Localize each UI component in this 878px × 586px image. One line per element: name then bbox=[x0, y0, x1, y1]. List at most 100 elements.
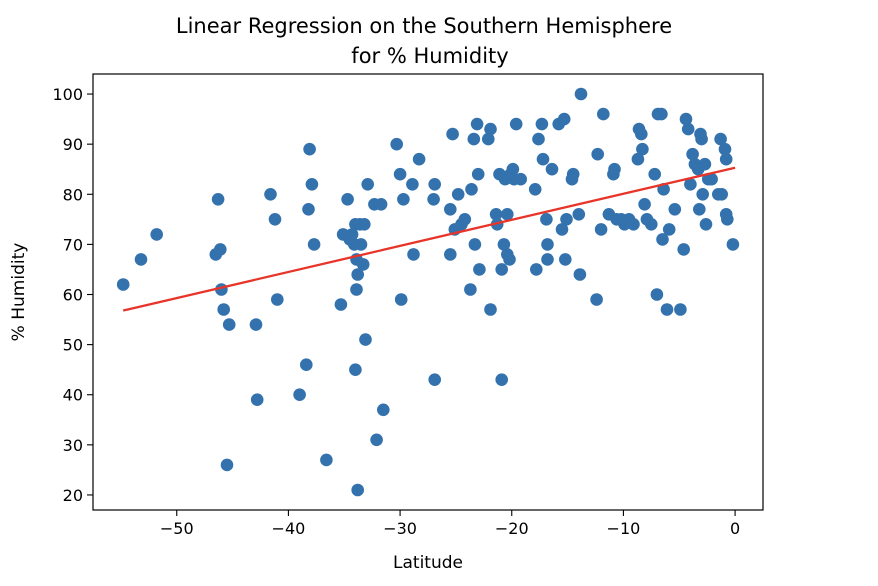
data-point-7 bbox=[217, 303, 230, 316]
data-point-64 bbox=[468, 238, 482, 251]
data-point-67 bbox=[473, 263, 486, 276]
data-point-82 bbox=[506, 162, 520, 176]
data-point-152 bbox=[718, 142, 732, 156]
data-point-78 bbox=[501, 208, 514, 221]
data-point-38 bbox=[359, 333, 372, 346]
x-tick-label: −10 bbox=[607, 519, 641, 538]
data-point-54 bbox=[444, 248, 457, 261]
data-point-19 bbox=[302, 203, 315, 216]
data-point-48 bbox=[406, 178, 419, 191]
data-point-86 bbox=[528, 183, 542, 196]
data-point-69 bbox=[484, 122, 497, 136]
data-point-106 bbox=[591, 147, 604, 161]
data-point-0 bbox=[116, 278, 130, 291]
data-point-51 bbox=[427, 193, 440, 206]
data-point-56 bbox=[446, 127, 459, 141]
data-point-94 bbox=[545, 162, 559, 176]
y-tick-label: 70 bbox=[63, 235, 83, 254]
data-point-145 bbox=[698, 157, 712, 171]
y-axis-label: % Humidity bbox=[9, 243, 29, 342]
data-point-49 bbox=[407, 248, 420, 261]
y-tick-label: 90 bbox=[63, 135, 83, 154]
data-point-45 bbox=[393, 167, 407, 181]
data-point-125 bbox=[650, 288, 664, 301]
data-point-68 bbox=[482, 132, 495, 146]
data-point-8 bbox=[222, 318, 236, 331]
data-point-121 bbox=[638, 198, 651, 211]
data-point-1 bbox=[134, 253, 148, 266]
data-point-107 bbox=[594, 223, 608, 236]
axis-ticks: −50 −40 −30 −20 −10 0 20 30 40 50 60 70 80 90 100 bbox=[52, 85, 740, 538]
data-point-123 bbox=[645, 218, 658, 231]
data-point-84 bbox=[509, 117, 523, 131]
data-point-65 bbox=[470, 117, 484, 131]
data-point-60 bbox=[458, 213, 472, 226]
data-point-32 bbox=[349, 363, 362, 377]
data-point-135 bbox=[679, 112, 693, 126]
data-point-58 bbox=[451, 188, 465, 201]
data-point-10 bbox=[249, 318, 263, 331]
data-point-136 bbox=[681, 122, 695, 136]
data-point-50 bbox=[412, 152, 426, 166]
data-point-41 bbox=[370, 433, 383, 447]
data-point-80 bbox=[503, 253, 516, 266]
data-point-52 bbox=[428, 178, 442, 191]
data-point-101 bbox=[566, 167, 580, 181]
axes-frame bbox=[92, 73, 764, 511]
data-point-74 bbox=[495, 263, 509, 276]
y-tick-label: 20 bbox=[63, 486, 83, 505]
x-tick-label: 0 bbox=[730, 519, 740, 538]
chart-title-line-2: for % Humidity bbox=[351, 44, 508, 68]
data-point-111 bbox=[608, 162, 621, 176]
data-point-104 bbox=[574, 87, 588, 101]
data-point-18 bbox=[305, 178, 319, 191]
data-point-36 bbox=[356, 258, 370, 271]
x-tick-label: −40 bbox=[272, 519, 306, 538]
chart-title-line-1: Linear Regression on the Southern Hemisp… bbox=[176, 14, 672, 38]
data-point-61 bbox=[464, 283, 477, 296]
data-point-150 bbox=[714, 132, 727, 146]
data-point-117 bbox=[631, 152, 645, 166]
data-point-96 bbox=[555, 223, 569, 236]
data-point-131 bbox=[662, 223, 676, 236]
x-axis-label: Latitude bbox=[393, 553, 463, 573]
data-point-134 bbox=[677, 243, 690, 256]
data-point-21 bbox=[320, 453, 333, 467]
data-point-88 bbox=[532, 132, 545, 146]
data-point-99 bbox=[560, 213, 573, 226]
data-point-63 bbox=[467, 132, 481, 146]
data-point-128 bbox=[656, 233, 669, 246]
data-point-133 bbox=[674, 303, 687, 316]
data-point-9 bbox=[220, 458, 234, 472]
data-point-39 bbox=[361, 178, 375, 191]
data-point-30 bbox=[351, 268, 365, 281]
data-point-44 bbox=[390, 137, 404, 151]
data-point-108 bbox=[597, 107, 610, 121]
data-point-143 bbox=[695, 132, 708, 146]
data-point-124 bbox=[648, 167, 661, 181]
data-point-66 bbox=[471, 167, 485, 181]
data-point-85 bbox=[514, 172, 527, 186]
data-point-91 bbox=[540, 213, 553, 226]
y-tick-label: 80 bbox=[63, 185, 83, 204]
data-point-93 bbox=[541, 253, 554, 266]
y-tick-label: 40 bbox=[63, 386, 83, 405]
x-tick-label: −30 bbox=[383, 519, 417, 538]
data-point-75 bbox=[495, 373, 509, 387]
data-point-103 bbox=[573, 268, 587, 281]
data-point-43 bbox=[377, 403, 390, 417]
data-point-37 bbox=[358, 218, 371, 231]
data-point-11 bbox=[250, 393, 264, 407]
data-point-144 bbox=[696, 188, 709, 201]
regression-line bbox=[122, 166, 736, 312]
data-point-127 bbox=[655, 107, 668, 121]
y-tick-label: 30 bbox=[63, 436, 83, 455]
data-point-105 bbox=[590, 293, 603, 306]
data-point-33 bbox=[351, 483, 365, 497]
data-point-20 bbox=[307, 238, 321, 251]
data-point-2 bbox=[150, 228, 163, 241]
data-point-153 bbox=[719, 152, 733, 166]
data-point-15 bbox=[293, 388, 306, 402]
y-tick-label: 100 bbox=[52, 85, 83, 104]
